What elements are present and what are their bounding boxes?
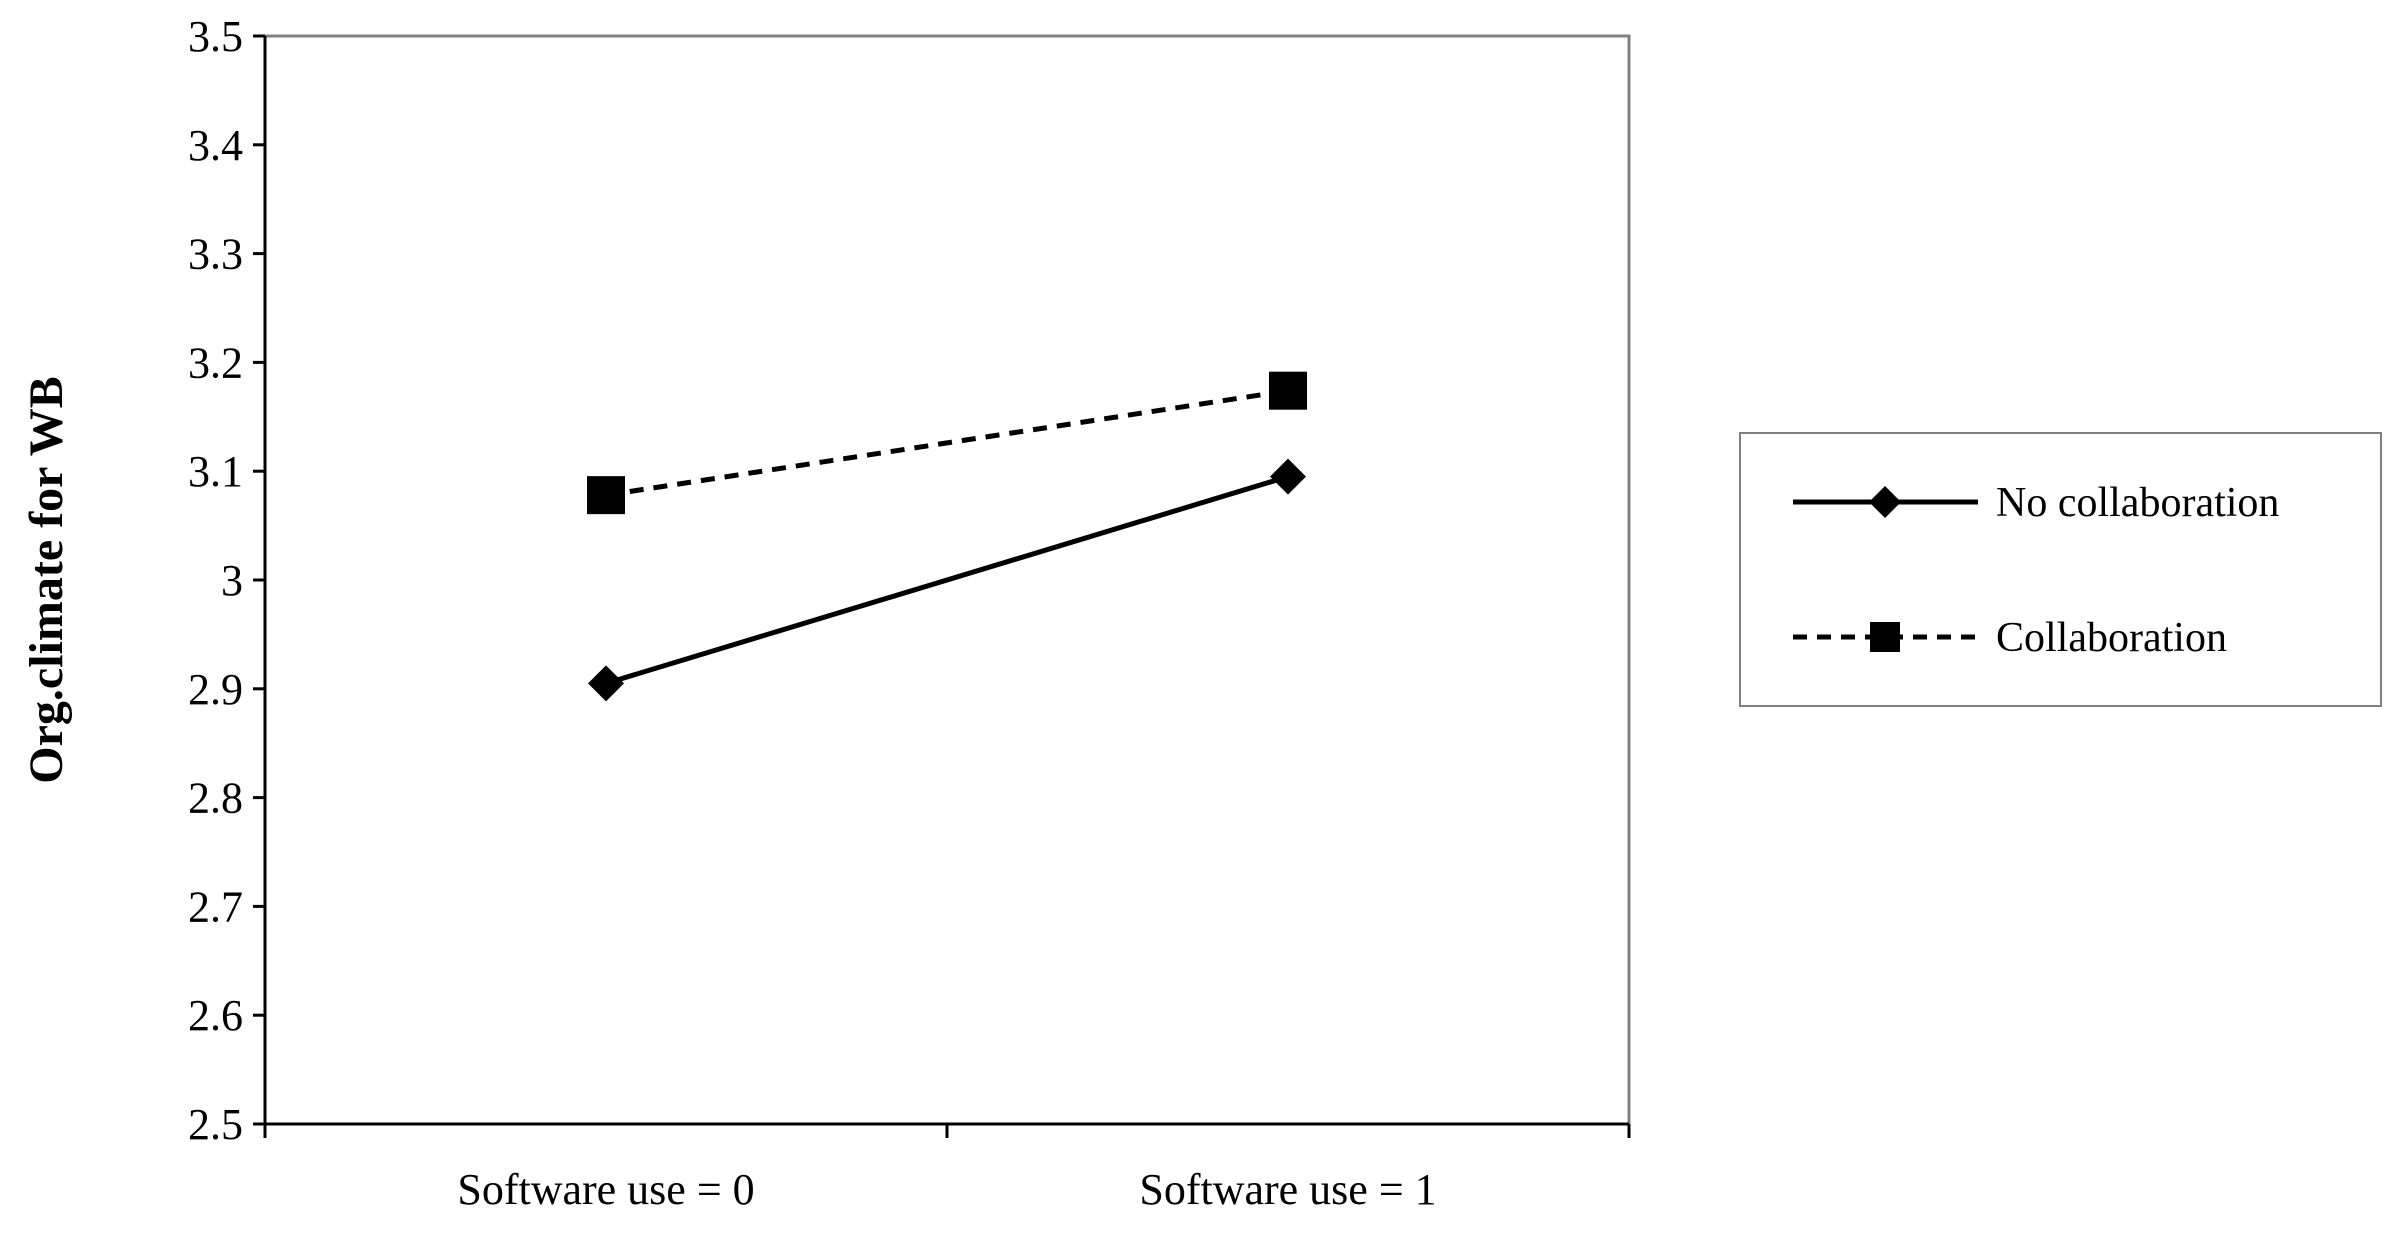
y-tick-label: 3.4 (188, 121, 243, 170)
legend: No collaboration Collaboration (1739, 432, 2382, 707)
series-line (605, 388, 1289, 498)
y-tick-label: 3.5 (188, 12, 243, 61)
y-tick-label: 3.2 (188, 338, 243, 387)
series-line (605, 474, 1289, 686)
x-tick-label: Software use = 0 (457, 1165, 754, 1214)
y-tick-label: 3.3 (188, 230, 243, 279)
legend-box (1739, 432, 2382, 707)
y-tick-label: 2.7 (188, 882, 243, 931)
legend-square-marker (1870, 622, 1900, 652)
series-layer (587, 371, 1307, 702)
y-tick-label: 2.6 (188, 991, 243, 1040)
diamond-marker (588, 665, 624, 702)
legend-label: Collaboration (1996, 615, 2227, 661)
y-tick-label: 3 (221, 556, 243, 605)
square-marker (1269, 371, 1307, 410)
series-1 (588, 458, 1306, 702)
diamond-marker (1270, 458, 1306, 495)
legend-label: No collaboration (1996, 480, 2279, 526)
y-tick-label: 2.5 (188, 1100, 243, 1149)
series-2 (587, 371, 1307, 515)
y-tick-label: 2.9 (188, 665, 243, 714)
y-axis-title: Org.climate for WB (20, 376, 73, 783)
legend-entry: Collaboration (1793, 615, 2227, 661)
legend-diamond-marker (1869, 486, 1901, 518)
y-tick-label: 3.1 (188, 447, 243, 496)
axes: 2.5 2.6 2.7 2.8 2.9 3 3.1 3.2 3.3 3.4 3.5 Software … (188, 12, 1631, 1214)
y-tick-label: 2.8 (188, 774, 243, 823)
square-marker (587, 476, 625, 515)
legend-entry: No collaboration (1793, 480, 2279, 526)
x-tick-label: Software use = 1 (1139, 1165, 1436, 1214)
